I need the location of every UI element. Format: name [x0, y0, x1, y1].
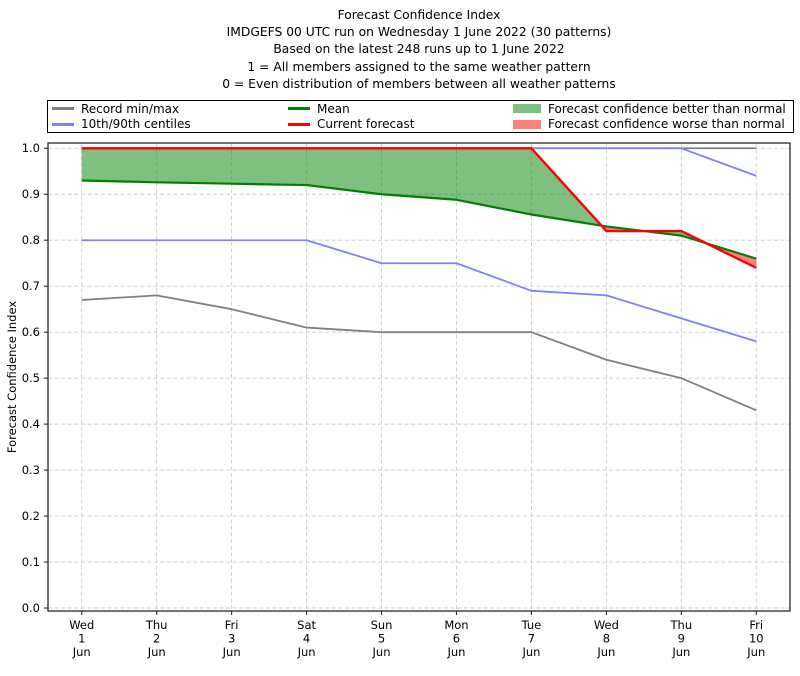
x-ticks — [81, 611, 757, 615]
x-tick-labels: Wed 1 Jun Thu 2 Jun Fri 3 Jun Sat 4 Jun Sun 5 Jun Mon 6 J… — [69, 618, 765, 659]
plot-border — [47, 142, 791, 612]
y-tick-labels: 0.0 0.1 0.2 0.3 0.4 0.5 0.6 0.7 0.8 0.9 1.0 — [22, 141, 40, 615]
y-tick-label: 0.5 — [22, 371, 40, 385]
legend-label: Forecast confidence worse than normal — [548, 117, 785, 132]
y-tick-label: 0.3 — [22, 463, 40, 477]
x-tick-label: Sat 4 Jun — [297, 618, 317, 659]
chart-title-line-1: Forecast Confidence Index — [337, 8, 501, 22]
y-tick-label: 0.9 — [22, 187, 40, 201]
legend-item-mean: Mean — [288, 102, 513, 116]
y-axis-title: Forecast Confidence Index — [5, 301, 19, 453]
legend-item-worse-than-normal: Forecast confidence worse than normal — [513, 117, 793, 131]
x-tick-label: Fri 3 Jun — [222, 618, 241, 659]
y-tick-label: 0.6 — [22, 325, 40, 339]
y-tick-label: 0.8 — [22, 233, 40, 247]
y-tick-label: 1.0 — [22, 141, 40, 155]
chart-title-line-3: Based on the latest 248 runs up to 1 Jun… — [273, 42, 565, 57]
legend-label: 10th/90th centiles — [81, 117, 191, 132]
y-tick-label: 0.1 — [22, 555, 40, 569]
legend-label: Forecast confidence better than normal — [548, 101, 786, 116]
x-tick-label: Tue 7 Jun — [521, 618, 542, 659]
x-tick-label: Wed 1 Jun — [69, 618, 94, 659]
centiles-line-swatch — [52, 122, 74, 126]
legend-item-centiles: 10th/90th centiles — [52, 117, 288, 131]
chart-title-line-2: IMDGEFS 00 UTC run on Wednesday 1 June 2… — [226, 25, 612, 40]
y-tick-label: 0.7 — [22, 279, 40, 293]
legend-item-current-forecast: Current forecast — [288, 117, 513, 131]
y-tick-label: 0.2 — [22, 509, 40, 523]
x-tick-label: Fri 10 Jun — [746, 618, 765, 659]
record-minmax-line-swatch — [52, 107, 74, 111]
legend-label: Record min/max — [81, 101, 180, 116]
better-than-normal-patch-swatch — [513, 104, 541, 114]
line-current-forecast — [81, 147, 757, 269]
legend-label: Current forecast — [317, 117, 415, 132]
y-ticks — [44, 147, 48, 609]
y-axis-title-group: Forecast Confidence Index — [5, 301, 19, 453]
current-forecast-line-swatch — [288, 122, 310, 126]
worse-than-normal-patch-swatch — [513, 119, 541, 129]
y-tick-label: 0.4 — [22, 417, 40, 431]
legend-item-better-than-normal: Forecast confidence better than normal — [513, 102, 793, 116]
x-tick-label: Sun 5 Jun — [371, 618, 393, 659]
y-tick-label: 0.0 — [22, 601, 40, 615]
chart-title-line-5: 0 = Even distribution of members between… — [222, 76, 616, 91]
line-10th-centile — [81, 239, 757, 343]
x-tick-label: Mon 6 Jun — [444, 618, 468, 659]
line-record-min — [81, 294, 757, 412]
mean-line-swatch — [288, 107, 310, 111]
chart-title-block: Forecast Confidence Index IMDGEFS 00 UTC… — [48, 7, 790, 93]
chart-legend: Record min/max Mean Forecast confidence … — [47, 100, 794, 133]
chart-title-line-4: 1 = All members assigned to the same wea… — [247, 59, 591, 74]
legend-label: Mean — [317, 101, 350, 116]
x-tick-label: Wed 8 Jun — [594, 618, 619, 659]
legend-item-record-minmax: Record min/max — [52, 102, 288, 116]
x-tick-label: Thu 2 Jun — [145, 618, 168, 659]
x-tick-label: Thu 9 Jun — [670, 618, 693, 659]
